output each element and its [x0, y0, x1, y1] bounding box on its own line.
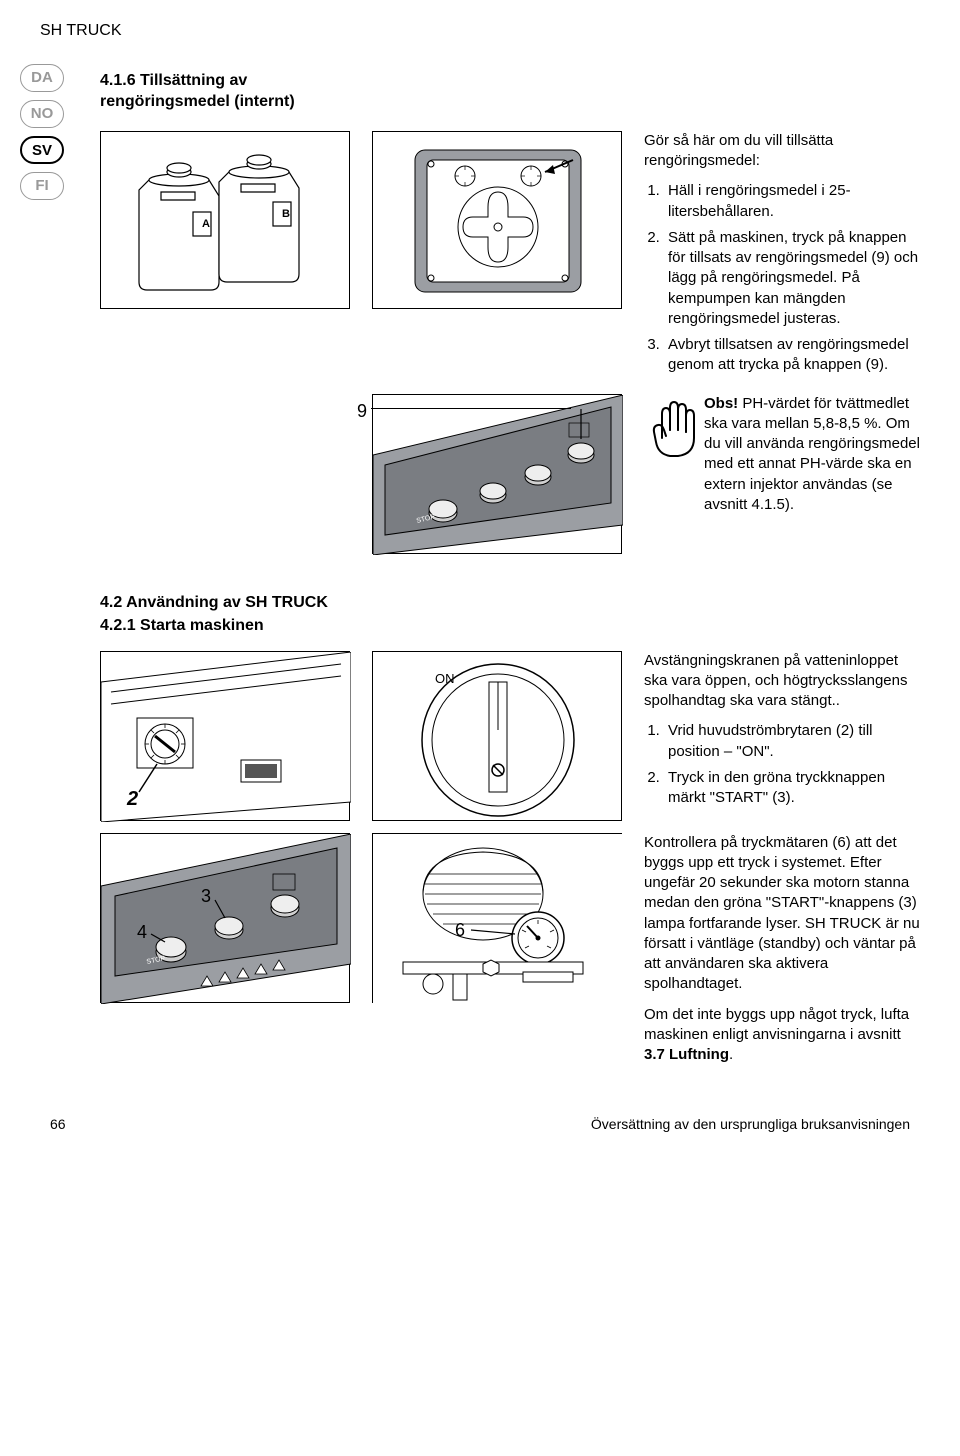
figure-gauge-6: 6 [372, 833, 622, 1003]
s1-step-1: Häll i rengöringsmedel i 25-litersbehåll… [664, 181, 920, 222]
section1-note: Obs! PH-värdet för tvättmedlet ska vara … [644, 394, 920, 554]
figure-pump-panel [372, 131, 622, 309]
page-header: SH TRUCK [40, 20, 920, 42]
figure-main-switch: 2 [100, 651, 350, 821]
callout-6: 6 [455, 918, 465, 942]
figure-control-panel-9: STOP 9 [372, 394, 622, 554]
callout-4: 4 [137, 920, 147, 944]
page-number: 66 [50, 1115, 66, 1134]
on-label: ON [435, 670, 455, 688]
callout-9: 9 [357, 399, 367, 423]
s2-para3: Om det inte byggs upp något tryck, lufta… [644, 1005, 920, 1066]
s2-step-1: Vrid huvudströmbrytaren (2) till positio… [664, 721, 920, 762]
section-4-1-6-title: 4.1.6 Tillsättning av rengöringsmedel (i… [100, 70, 360, 113]
footer-caption: Översättning av den ursprungliga bruksan… [591, 1115, 910, 1134]
section1-intro: Gör så här om du vill tillsätta rengörin… [644, 131, 920, 172]
s2-para2: Kontrollera på tryckmätaren (6) att det … [644, 833, 920, 995]
section-4-2-1-title: 4.2.1 Starta maskinen [100, 615, 920, 637]
figure-containers: A B [100, 131, 350, 309]
page-footer: 66 Översättning av den ursprungliga bruk… [40, 1115, 920, 1134]
s2-para1: Avstängningskranen på vatteninloppet ska… [644, 651, 920, 712]
note-text: PH-värdet för tvättmedlet ska vara mella… [704, 395, 920, 513]
language-sidebar: DA NO SV FI [20, 64, 70, 208]
lang-da: DA [20, 64, 64, 92]
svg-text:B: B [282, 208, 290, 220]
hand-icon [644, 394, 700, 462]
figure-on-dial: ON [372, 651, 622, 821]
section1-text: Gör så här om du vill tillsätta rengörin… [644, 131, 920, 382]
lang-sv: SV [20, 136, 64, 164]
callout-3: 3 [201, 884, 211, 908]
s1-step-3: Avbryt tillsatsen av rengöringsmedel gen… [664, 335, 920, 376]
lang-fi: FI [20, 172, 64, 200]
s1-step-2: Sätt på maskinen, tryck på knappen för t… [664, 228, 920, 329]
lang-no: NO [20, 100, 64, 128]
section2-text-top: Avstängningskranen på vatteninloppet ska… [644, 651, 920, 821]
note-label: Obs! [704, 395, 738, 412]
svg-text:A: A [202, 218, 210, 230]
section2-text-bottom: Kontrollera på tryckmätaren (6) att det … [644, 833, 920, 1076]
s2-step-2: Tryck in den gröna tryckknappen märkt "S… [664, 768, 920, 809]
callout-2: 2 [127, 786, 138, 813]
figure-panel-3-4: STOP 4 3 [100, 833, 350, 1003]
section-4-2-title: 4.2 Användning av SH TRUCK [100, 592, 360, 614]
